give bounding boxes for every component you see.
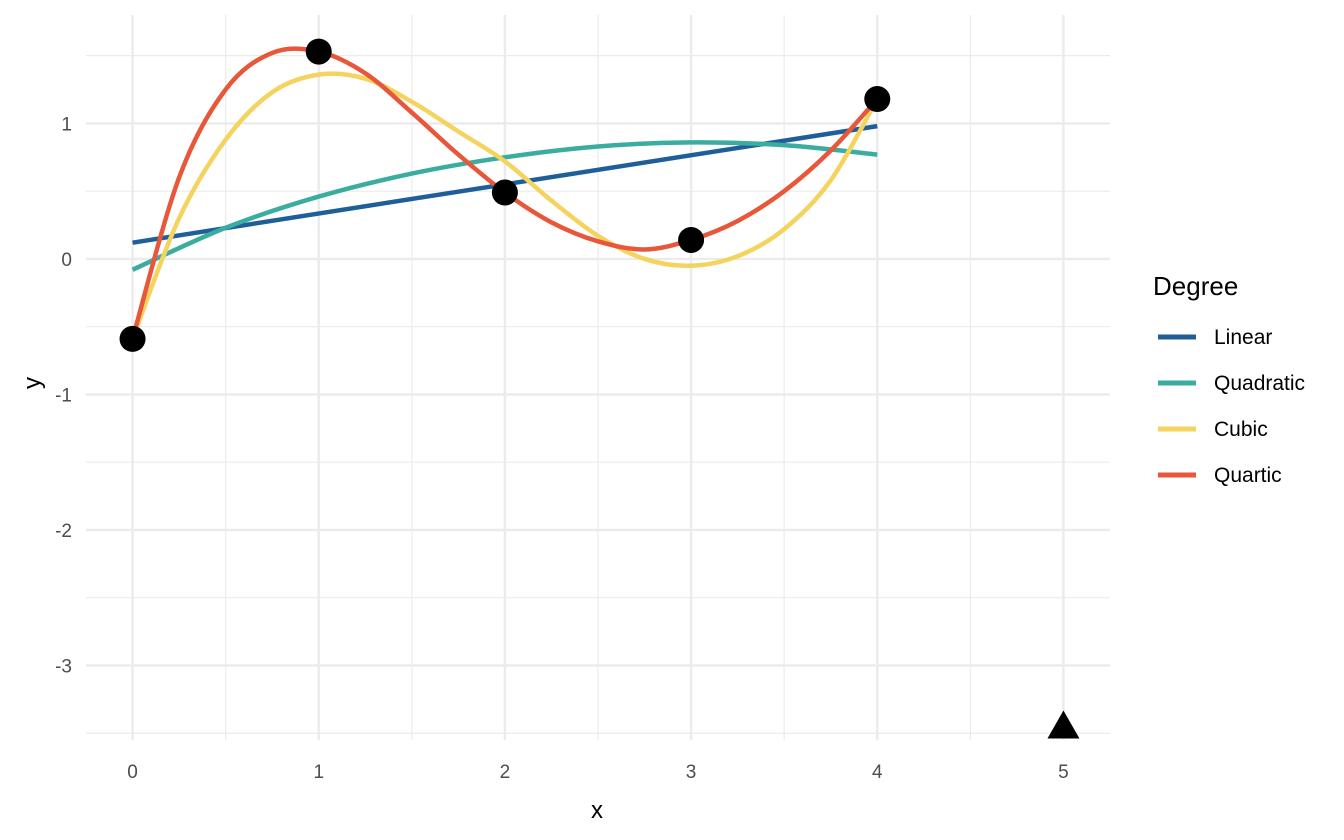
x-tick-label: 0	[127, 762, 138, 783]
x-tick-label: 4	[872, 762, 883, 783]
y-axis-title: y	[19, 377, 46, 389]
points-layer	[119, 38, 1080, 739]
grid-minor	[86, 15, 1110, 740]
series-line-cubic	[130, 71, 880, 340]
legend-label-cubic: Cubic	[1214, 418, 1268, 441]
series-line-quartic	[130, 46, 879, 340]
legend-label-quadratic: Quadratic	[1214, 372, 1305, 395]
legend: Degree Linear Quadratic Cubic Quartic	[1153, 271, 1305, 487]
legend-label-quartic: Quartic	[1214, 464, 1282, 487]
data-point	[864, 86, 891, 113]
x-tick-label: 1	[313, 762, 324, 783]
y-tick-label: 1	[61, 114, 72, 135]
x-tick-label: 3	[686, 762, 697, 783]
legend-label-linear: Linear	[1214, 326, 1272, 349]
data-point	[678, 226, 705, 253]
y-tick-label: -1	[55, 385, 72, 406]
legend-title: Degree	[1153, 271, 1238, 301]
data-point	[491, 179, 518, 206]
y-axis-ticks: -3 -2 -1 0 1	[55, 114, 72, 677]
y-tick-label: 0	[61, 250, 72, 271]
x-tick-label: 2	[500, 762, 511, 783]
series-layer	[130, 46, 880, 340]
y-tick-label: -3	[55, 656, 72, 677]
x-axis-ticks: 0 1 2 3 4 5	[127, 762, 1068, 783]
x-axis-title: x	[591, 797, 603, 824]
x-tick-label: 5	[1058, 762, 1069, 783]
series-line-quadratic	[131, 140, 878, 272]
data-point	[305, 38, 332, 65]
data-point	[119, 325, 146, 352]
grid-major	[86, 15, 1110, 740]
y-tick-label: -2	[55, 521, 72, 542]
triangle-marker	[1047, 710, 1080, 739]
